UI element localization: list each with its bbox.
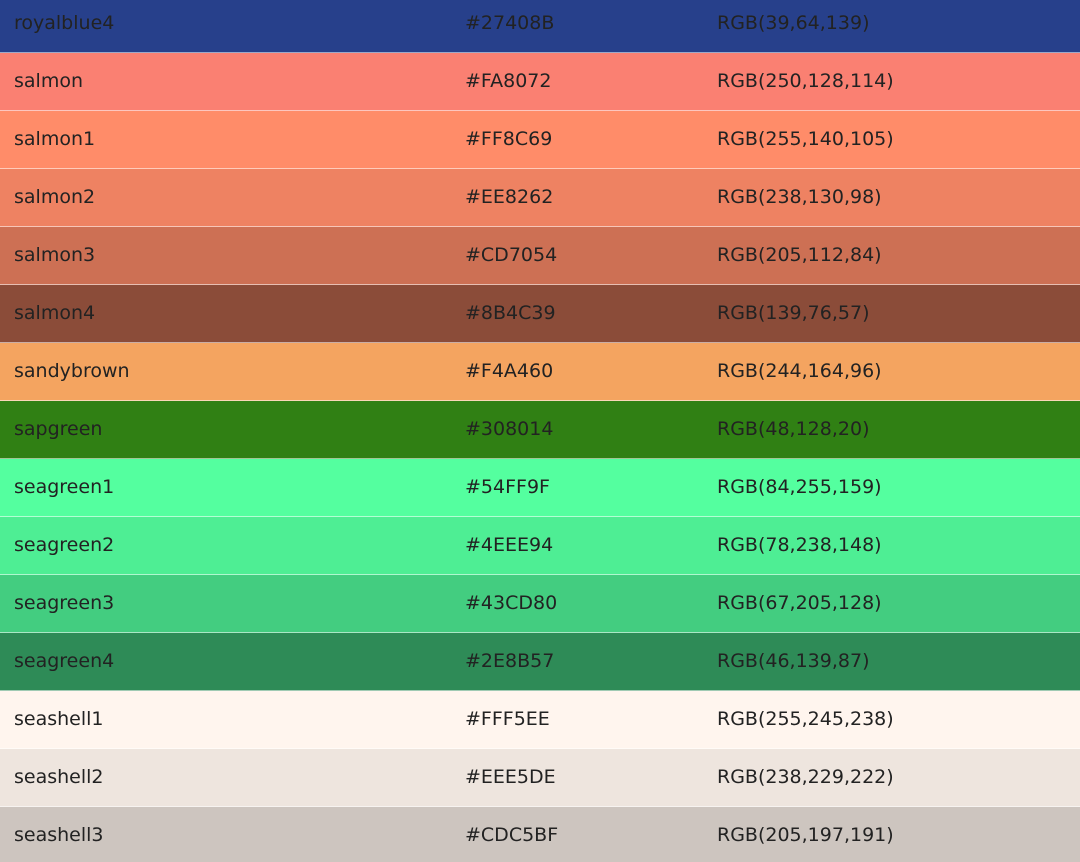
color-name: seashell2: [14, 766, 104, 788]
color-rgb: RGB(250,128,114): [717, 70, 894, 92]
color-rgb: RGB(139,76,57): [717, 302, 870, 324]
table-row: seagreen4 #2E8B57 RGB(46,139,87): [0, 633, 1080, 691]
table-row: salmon2 #EE8262 RGB(238,130,98): [0, 169, 1080, 227]
table-row: seashell3 #CDC5BF RGB(205,197,191): [0, 807, 1080, 862]
color-hex: #CDC5BF: [465, 824, 559, 846]
table-row: sapgreen #308014 RGB(48,128,20): [0, 401, 1080, 459]
color-hex: #FA8072: [465, 70, 552, 92]
color-name: seashell1: [14, 708, 104, 730]
color-hex: #27408B: [465, 12, 555, 34]
table-row: royalblue4 #27408B RGB(39,64,139): [0, 0, 1080, 53]
color-rgb: RGB(238,130,98): [717, 186, 882, 208]
color-rgb: RGB(238,229,222): [717, 766, 894, 788]
color-hex: #308014: [465, 418, 554, 440]
color-hex: #54FF9F: [465, 476, 550, 498]
color-rgb: RGB(205,112,84): [717, 244, 882, 266]
color-name: royalblue4: [14, 12, 115, 34]
table-row: salmon4 #8B4C39 RGB(139,76,57): [0, 285, 1080, 343]
color-rgb: RGB(205,197,191): [717, 824, 894, 846]
color-name: salmon2: [14, 186, 96, 208]
table-row: seagreen3 #43CD80 RGB(67,205,128): [0, 575, 1080, 633]
color-hex: #EEE5DE: [465, 766, 556, 788]
color-name: salmon1: [14, 128, 96, 150]
color-rgb: RGB(46,139,87): [717, 650, 870, 672]
color-hex: #4EEE94: [465, 534, 554, 556]
color-name: seagreen2: [14, 534, 115, 556]
table-row: salmon3 #CD7054 RGB(205,112,84): [0, 227, 1080, 285]
color-hex: #CD7054: [465, 244, 558, 266]
color-hex: #8B4C39: [465, 302, 556, 324]
table-row: seagreen1 #54FF9F RGB(84,255,159): [0, 459, 1080, 517]
table-row: salmon1 #FF8C69 RGB(255,140,105): [0, 111, 1080, 169]
color-name: seagreen1: [14, 476, 115, 498]
color-hex: #FFF5EE: [465, 708, 550, 730]
table-row: seagreen2 #4EEE94 RGB(78,238,148): [0, 517, 1080, 575]
color-rgb: RGB(84,255,159): [717, 476, 882, 498]
color-name: salmon3: [14, 244, 96, 266]
color-hex: #43CD80: [465, 592, 558, 614]
color-rgb: RGB(78,238,148): [717, 534, 882, 556]
table-row: seashell1 #FFF5EE RGB(255,245,238): [0, 691, 1080, 749]
color-rgb: RGB(255,140,105): [717, 128, 894, 150]
color-hex: #F4A460: [465, 360, 554, 382]
color-rgb: RGB(48,128,20): [717, 418, 870, 440]
color-rgb: RGB(39,64,139): [717, 12, 870, 34]
color-name: salmon: [14, 70, 83, 92]
color-name: sandybrown: [14, 360, 130, 382]
color-name: seashell3: [14, 824, 104, 846]
table-row: seashell2 #EEE5DE RGB(238,229,222): [0, 749, 1080, 807]
color-hex: #FF8C69: [465, 128, 553, 150]
color-hex: #2E8B57: [465, 650, 555, 672]
table-row: salmon #FA8072 RGB(250,128,114): [0, 53, 1080, 111]
color-name: seagreen3: [14, 592, 115, 614]
color-rgb: RGB(67,205,128): [717, 592, 882, 614]
color-name: sapgreen: [14, 418, 103, 440]
color-name: seagreen4: [14, 650, 115, 672]
table-row: sandybrown #F4A460 RGB(244,164,96): [0, 343, 1080, 401]
color-rgb: RGB(244,164,96): [717, 360, 882, 382]
color-rgb: RGB(255,245,238): [717, 708, 894, 730]
color-name: salmon4: [14, 302, 96, 324]
color-hex: #EE8262: [465, 186, 554, 208]
